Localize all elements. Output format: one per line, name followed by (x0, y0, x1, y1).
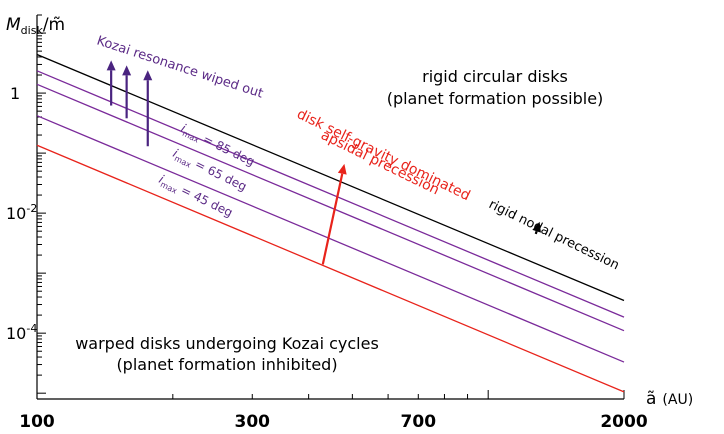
x-tick-label: 100 (19, 412, 55, 432)
kozai-annotation: Kozai resonance wiped out (95, 34, 265, 102)
region-label-upper-line1: rigid circular disks (422, 67, 568, 86)
arrow-group (106, 60, 541, 265)
arrow-1 (122, 65, 132, 119)
series-line-3 (36, 115, 625, 363)
self-gravity-annotation-line2: apsidal precession (318, 127, 442, 198)
series-line-1 (36, 70, 625, 318)
axis-tick-labels: 100 300 700 2000 1 10-2 10-4 (6, 84, 648, 432)
y-tick-label: 10-2 (6, 202, 37, 223)
series-group (36, 53, 625, 393)
series-line-4 (36, 144, 625, 393)
nodal-precession-annotation: rigid nodal precession (486, 197, 621, 273)
y-axis-label: Mdisk/m̃ (6, 15, 65, 37)
series-line-0 (36, 53, 625, 302)
arrow-3 (321, 163, 347, 265)
region-label-upper-line2: (planet formation possible) (387, 89, 604, 108)
arrow-2 (143, 70, 153, 147)
region-label-lower-line2: (planet formation inhibited) (116, 355, 337, 374)
x-tick-label: 2000 (600, 412, 647, 432)
arrow-0 (106, 60, 116, 106)
region-label-lower-line1: warped disks undergoing Kozai cycles (75, 334, 379, 353)
x-tick-label: 300 (235, 412, 271, 432)
y-tick-label: 10-4 (6, 322, 37, 343)
x-axis-label: ã (AU) (646, 389, 693, 409)
arrow-4 (532, 221, 541, 235)
series-line-2 (36, 83, 625, 332)
y-tick-label: 1 (10, 84, 20, 103)
x-tick-label: 700 (401, 412, 437, 432)
